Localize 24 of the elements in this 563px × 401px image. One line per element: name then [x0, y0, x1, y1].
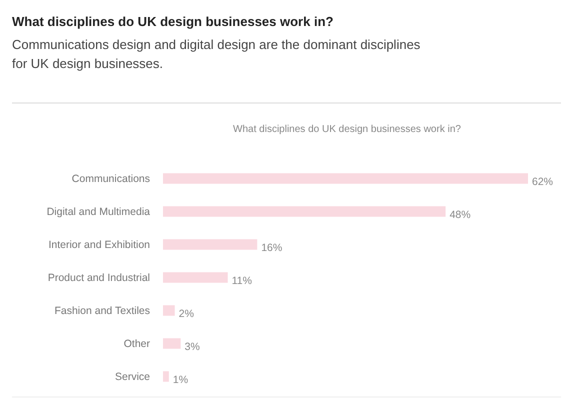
- y-tick-label: Product and Industrial: [48, 272, 150, 284]
- bar: [163, 206, 446, 217]
- bar: [163, 338, 181, 349]
- y-tick-label: Other: [124, 338, 150, 350]
- y-tick-label: Service: [114, 371, 150, 384]
- bar: [163, 173, 528, 184]
- y-tick-label: Interior and Exhibition: [48, 239, 150, 252]
- data-label: 1%: [172, 374, 188, 386]
- bar: [163, 305, 175, 316]
- data-label: 48%: [450, 209, 471, 222]
- data-label: 62%: [532, 176, 554, 188]
- y-tick-label: Communications: [72, 173, 150, 186]
- chart-subtitle: Communications design and digital design are the dominant disciplines for UK design businesses.: [12, 37, 421, 71]
- data-label: 2%: [178, 308, 194, 320]
- data-label: 16%: [261, 242, 282, 254]
- bar: [163, 272, 228, 283]
- y-tick-label: Digital and Multimedia: [46, 206, 150, 218]
- data-label: 11%: [232, 275, 252, 288]
- chart-title: What disciplines do UK design businesses work in?: [12, 14, 334, 29]
- bar: [163, 371, 169, 382]
- text: What disciplines do UK design businesses work in?: [233, 124, 462, 135]
- y-tick-label: Fashion and Textiles: [54, 305, 150, 318]
- data-label: 3%: [184, 341, 200, 354]
- bar: [163, 239, 258, 250]
